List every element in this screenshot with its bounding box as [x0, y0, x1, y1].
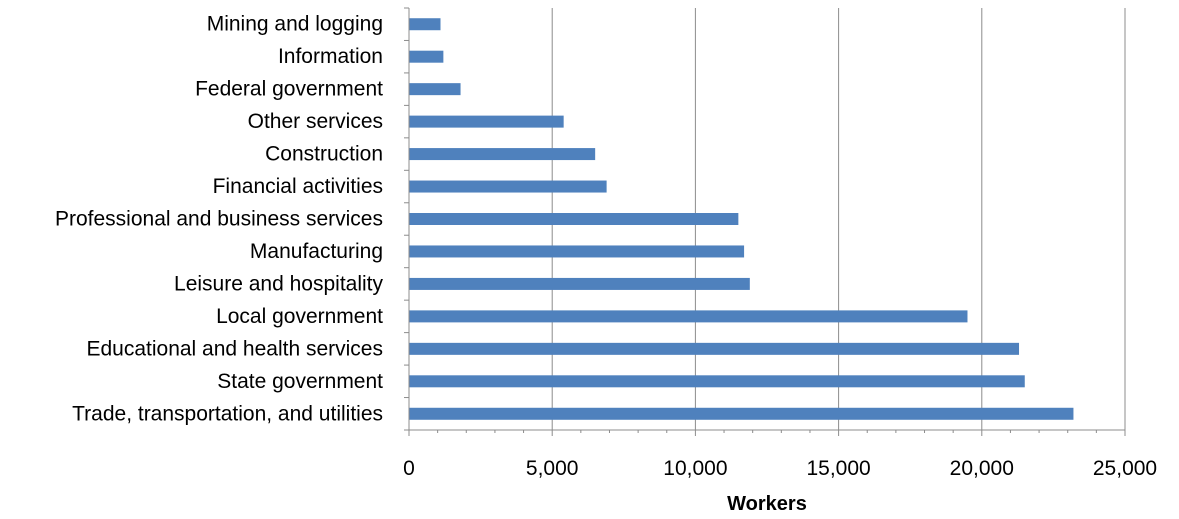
- bar: [409, 83, 461, 96]
- category-label: Educational and health services: [86, 337, 383, 360]
- bars: [409, 18, 1074, 420]
- bar: [409, 375, 1025, 388]
- grid-lines: [551, 8, 1126, 430]
- category-label: Leisure and hospitality: [174, 272, 383, 295]
- x-tick-label: 15,000: [806, 457, 870, 480]
- axes: [404, 7, 1126, 436]
- bar: [409, 342, 1020, 355]
- category-labels: Mining and logging Information Federal gov…: [55, 13, 384, 426]
- bar: [409, 18, 441, 31]
- category-label: Federal government: [195, 78, 383, 101]
- category-label: Other services: [248, 110, 383, 133]
- category-label: Professional and business services: [55, 208, 383, 231]
- category-label: Construction: [265, 143, 383, 166]
- bar: [409, 115, 564, 128]
- bar: [409, 50, 444, 63]
- category-label: Mining and logging: [207, 13, 383, 36]
- x-tick-label: 0: [403, 457, 415, 480]
- x-tick-label: 25,000: [1093, 457, 1157, 480]
- x-tick-label: 10,000: [663, 457, 727, 480]
- bar: [409, 213, 739, 225]
- x-axis-title: Workers: [727, 493, 807, 515]
- bar: [409, 310, 968, 323]
- x-tick-labels: 0 5,000 10,000 15,000 20,000 25,000: [403, 457, 1157, 480]
- category-label: Local government: [216, 305, 383, 328]
- x-tick-label: 5,000: [526, 457, 579, 480]
- category-label: Trade, transportation, and utilities: [72, 402, 383, 425]
- category-label: Manufacturing: [250, 240, 383, 263]
- bar: [409, 148, 596, 161]
- bar: [409, 407, 1074, 420]
- bar: [409, 245, 745, 258]
- category-label: Financial activities: [213, 175, 383, 198]
- bar: [409, 180, 607, 193]
- category-label: State government: [217, 370, 383, 393]
- bar: [409, 277, 750, 290]
- x-tick-label: 20,000: [950, 457, 1014, 480]
- category-label: Information: [278, 45, 383, 68]
